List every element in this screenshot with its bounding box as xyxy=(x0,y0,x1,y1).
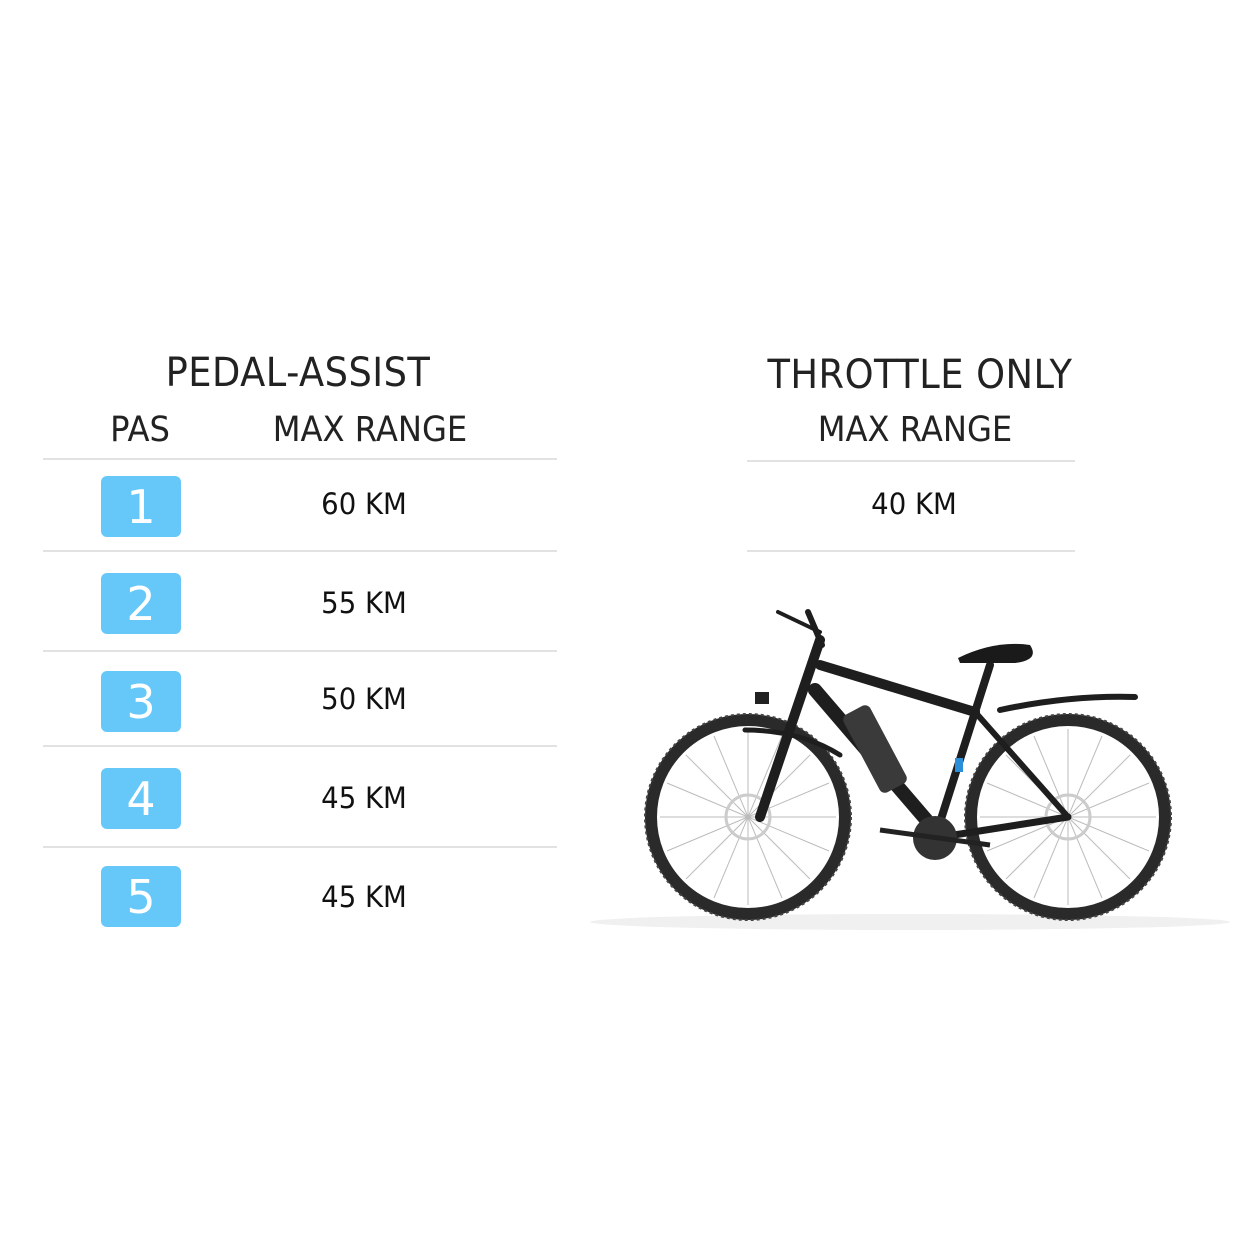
divider xyxy=(43,846,557,848)
divider xyxy=(43,745,557,747)
max-range-column-header: MAX RANGE xyxy=(272,410,468,450)
divider xyxy=(747,460,1075,462)
pas-level-badge: 4 xyxy=(101,768,181,829)
divider xyxy=(43,550,557,552)
divider xyxy=(747,550,1075,552)
throttle-only-title: THROTTLE ONLY xyxy=(767,352,1073,398)
range-value: 50 KM xyxy=(321,682,407,716)
max-range-column-header: MAX RANGE xyxy=(817,410,1013,450)
headlight xyxy=(755,692,769,704)
front-wheel xyxy=(644,713,852,921)
battery xyxy=(843,705,907,793)
divider xyxy=(43,650,557,652)
divider xyxy=(43,458,557,460)
range-value: 55 KM xyxy=(321,586,407,620)
range-value: 45 KM xyxy=(321,781,407,815)
pas-column-header: PAS xyxy=(110,410,170,450)
range-value: 45 KM xyxy=(321,880,407,914)
saddle xyxy=(958,643,1033,663)
pas-level-badge: 5 xyxy=(101,866,181,927)
pas-level-badge: 1 xyxy=(101,476,181,537)
pas-level-badge: 2 xyxy=(101,573,181,634)
throttle-range-value: 40 KM xyxy=(871,487,957,521)
pas-level-badge: 3 xyxy=(101,671,181,732)
range-value: 60 KM xyxy=(321,487,407,521)
pedal-assist-title: PEDAL-ASSIST xyxy=(165,350,431,396)
